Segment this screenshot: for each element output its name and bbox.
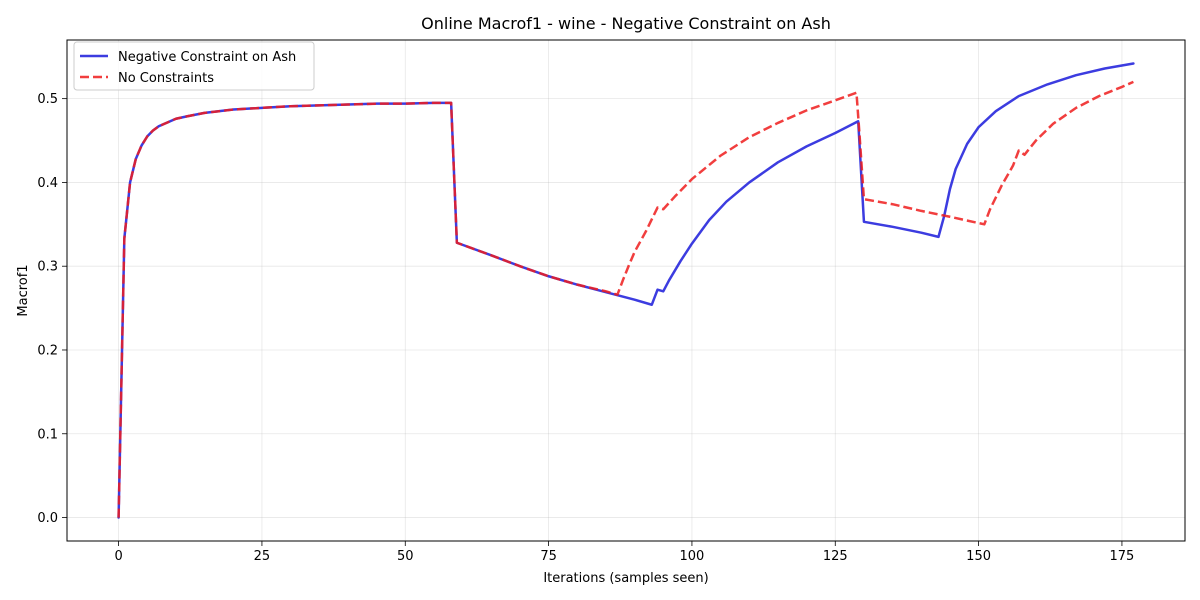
y-tick-label: 0.1 xyxy=(37,427,58,442)
series-line-2 xyxy=(117,80,1134,518)
x-tick-label: 150 xyxy=(966,549,991,564)
x-tick-label: 175 xyxy=(1110,549,1135,564)
x-tick-label: 25 xyxy=(254,549,271,564)
y-tick-label: 0.5 xyxy=(37,92,58,107)
x-tick-label: 50 xyxy=(397,549,414,564)
legend: Negative Constraint on Ash No Constraints xyxy=(73,41,315,91)
x-tick-label: 100 xyxy=(680,549,705,564)
x-tick-label: 0 xyxy=(114,549,122,564)
chart-title: Online Macrof1 - wine - Negative Constra… xyxy=(421,14,831,33)
series-layer xyxy=(117,62,1135,519)
legend-label-1: Negative Constraint on Ash xyxy=(118,50,296,65)
y-tick-label: 0.0 xyxy=(37,511,58,526)
grid-lines xyxy=(67,40,1185,541)
legend-box xyxy=(73,41,315,91)
axis-ticks: 0 25 50 75 100 125 150 175 0.0 0.1 0.2 0.3 0.4 0.5 xyxy=(37,92,1134,564)
y-tick-label: 0.2 xyxy=(37,343,58,358)
x-tick-label: 125 xyxy=(823,549,848,564)
legend-label-2: No Constraints xyxy=(118,71,214,86)
plot-area-frame xyxy=(66,39,1186,542)
x-axis-label: Iterations (samples seen) xyxy=(543,571,708,586)
y-axis-label: Macrof1 xyxy=(16,264,31,316)
y-tick-label: 0.3 xyxy=(37,260,58,275)
x-tick-label: 75 xyxy=(540,549,557,564)
y-tick-label: 0.4 xyxy=(37,176,58,191)
